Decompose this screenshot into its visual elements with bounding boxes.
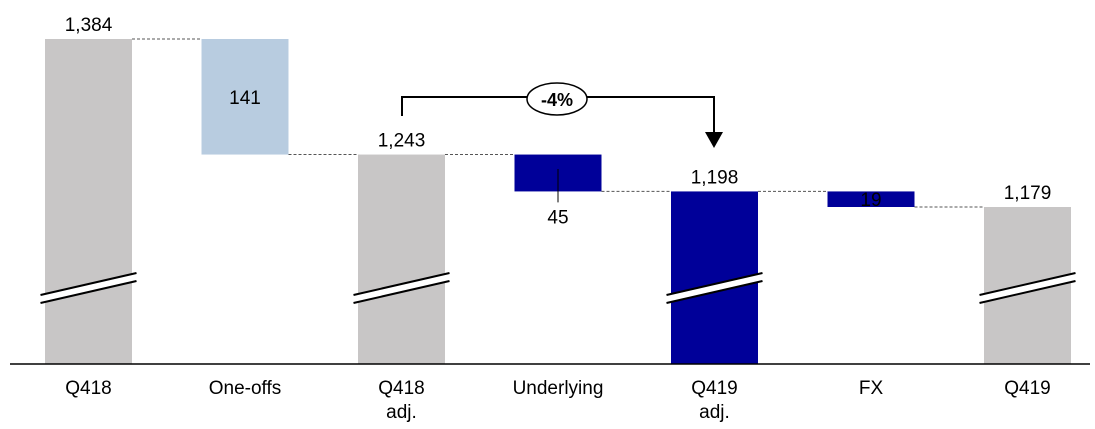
bar-one-offs bbox=[201, 39, 289, 155]
category-label: adj. bbox=[386, 402, 417, 423]
category-label: adj. bbox=[699, 402, 730, 423]
value-label: 1,243 bbox=[378, 131, 426, 152]
value-label: 45 bbox=[547, 207, 568, 228]
category-label: Q418 bbox=[378, 378, 424, 399]
break-mark bbox=[40, 272, 137, 304]
bar-q418 bbox=[45, 39, 132, 364]
bars bbox=[45, 39, 1071, 364]
value-label: 1,179 bbox=[1004, 183, 1052, 204]
break-mark bbox=[666, 272, 763, 304]
annotation-arrowhead bbox=[705, 132, 723, 148]
connector-lines bbox=[132, 38, 984, 208]
annotation-label: -4% bbox=[541, 90, 573, 110]
bar-q418-adj- bbox=[358, 154, 445, 364]
category-label: Q418 bbox=[65, 378, 111, 399]
break-mark bbox=[979, 272, 1076, 304]
value-labels: 1,384 141 1,243 45 1,198 19 1,179 bbox=[65, 15, 1052, 228]
category-label: Underlying bbox=[513, 378, 604, 399]
category-label: One-offs bbox=[209, 378, 282, 399]
value-label: 1,384 bbox=[65, 15, 113, 36]
axis-break-marks bbox=[40, 272, 1076, 304]
bar-fx bbox=[827, 191, 915, 207]
value-label: 1,198 bbox=[691, 167, 739, 188]
annotation-badge bbox=[526, 82, 588, 116]
category-label: FX bbox=[859, 378, 884, 399]
value-label: 141 bbox=[229, 88, 261, 109]
category-label: Q419 bbox=[1004, 378, 1050, 399]
break-mark bbox=[353, 272, 450, 304]
change-annotation: -4% bbox=[401, 82, 723, 148]
value-label: 19 bbox=[860, 190, 881, 211]
category-labels: Q418 One-offs Q418 adj. Underlying Q419 adj. FX… bbox=[65, 378, 1050, 423]
category-label: Q419 bbox=[691, 378, 737, 399]
